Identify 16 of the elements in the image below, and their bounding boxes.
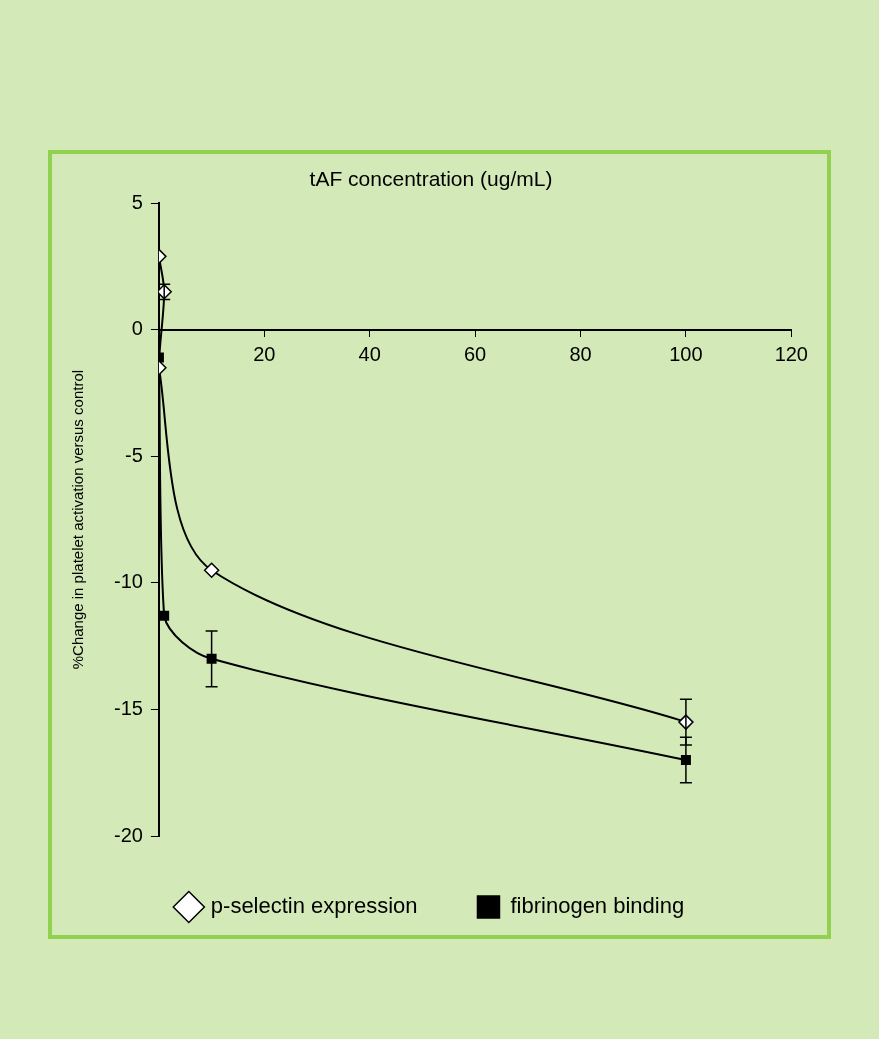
y-tick-label: -10 xyxy=(114,570,143,593)
x-tick-label: 100 xyxy=(669,343,703,366)
x-tick-label: 120 xyxy=(774,343,808,366)
x-tick-label: 80 xyxy=(569,343,592,366)
x-tick-label: 20 xyxy=(253,343,276,366)
x-tick-label: 60 xyxy=(463,343,487,366)
y-tick-label: -20 xyxy=(114,823,143,846)
y-axis-title: %Change in platelet activation versus control xyxy=(69,369,87,670)
y-tick-label: 0 xyxy=(131,317,143,340)
legend-label: fibrinogen binding xyxy=(510,893,685,919)
legend-label: p-selectin expression xyxy=(210,893,418,919)
y-tick-label: -15 xyxy=(114,696,143,719)
y-tick-label: 5 xyxy=(131,190,143,213)
x-tick-label: 40 xyxy=(358,343,381,366)
x-axis-title: tAF concentration (ug/mL) xyxy=(309,167,553,191)
y-tick-label: -5 xyxy=(125,443,143,466)
